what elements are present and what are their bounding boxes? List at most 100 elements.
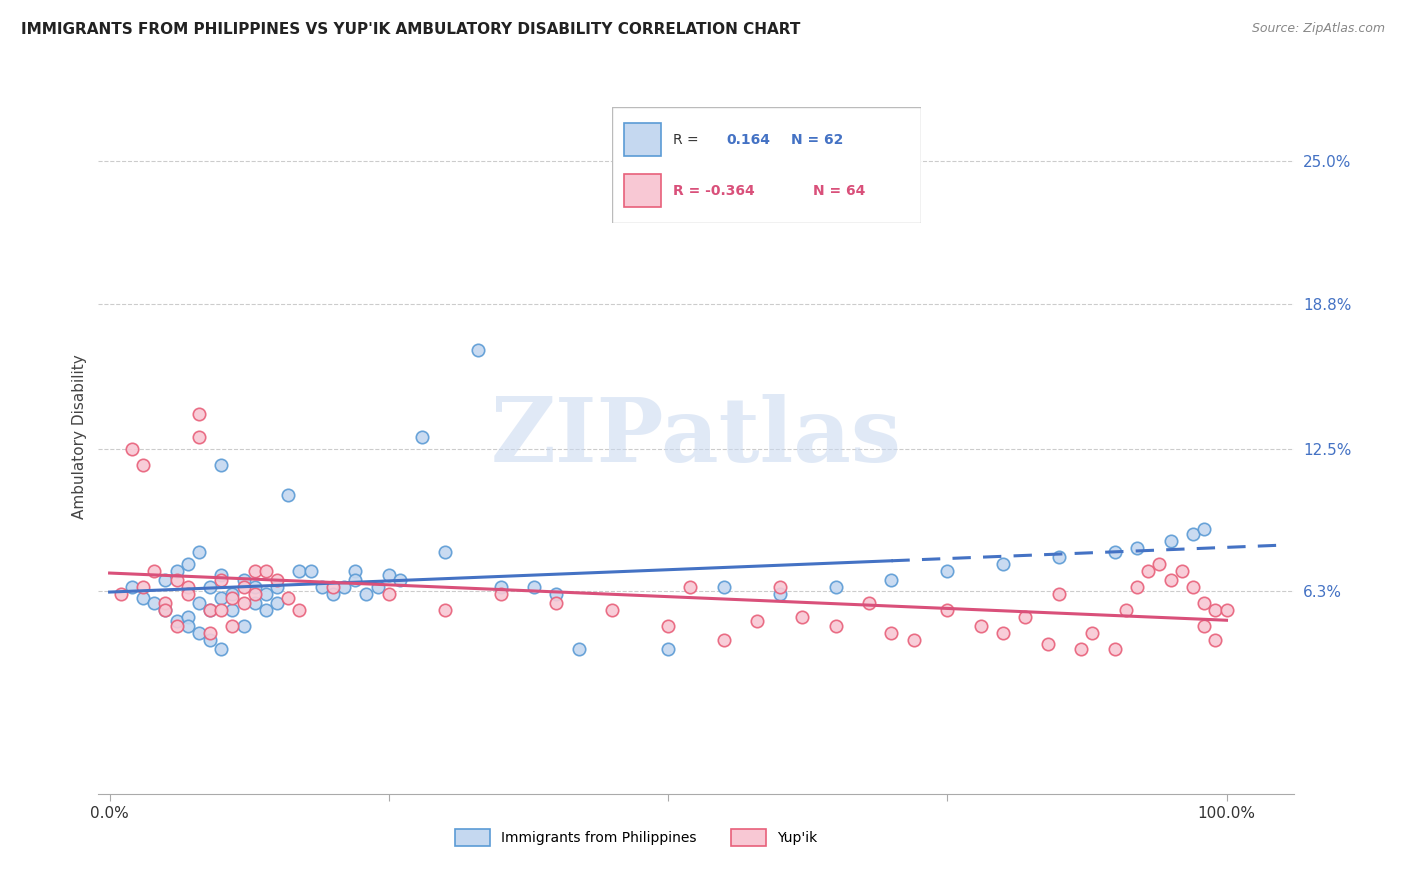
Y-axis label: Ambulatory Disability: Ambulatory Disability [72, 355, 87, 519]
Point [221, 591, 243, 606]
Point [322, 580, 344, 594]
Text: ZIPatlas: ZIPatlas [491, 393, 901, 481]
Point [221, 603, 243, 617]
Point [232, 573, 254, 587]
Point [657, 619, 679, 633]
Point [903, 632, 925, 647]
Point [546, 596, 568, 610]
Point [266, 596, 288, 610]
Text: IMMIGRANTS FROM PHILIPPINES VS YUP'IK AMBULATORY DISABILITY CORRELATION CHART: IMMIGRANTS FROM PHILIPPINES VS YUP'IK AM… [21, 22, 800, 37]
Point [232, 596, 254, 610]
Point [143, 596, 166, 610]
Point [187, 430, 209, 444]
Point [288, 603, 311, 617]
Point [177, 619, 200, 633]
Point [333, 580, 356, 594]
Point [1192, 596, 1215, 610]
Point [299, 564, 322, 578]
Point [489, 580, 512, 594]
Point [1137, 564, 1160, 578]
Point [266, 573, 288, 587]
Point [568, 641, 591, 656]
Point [970, 619, 993, 633]
Point [1104, 641, 1126, 656]
Point [1204, 603, 1226, 617]
Point [209, 591, 232, 606]
Point [209, 568, 232, 582]
Point [991, 625, 1014, 640]
Point [198, 625, 221, 640]
Point [232, 580, 254, 594]
Point [1047, 586, 1070, 600]
Point [187, 407, 209, 421]
Point [679, 580, 702, 594]
Point [991, 557, 1014, 571]
Point [790, 609, 813, 624]
Point [713, 632, 735, 647]
Point [254, 564, 277, 578]
Point [155, 573, 177, 587]
Point [1126, 580, 1149, 594]
Point [936, 603, 959, 617]
Point [1192, 619, 1215, 633]
Point [344, 573, 367, 587]
Point [322, 586, 344, 600]
Point [311, 580, 333, 594]
Point [121, 580, 143, 594]
FancyBboxPatch shape [624, 174, 661, 207]
Point [1126, 541, 1149, 555]
Point [198, 632, 221, 647]
Point [221, 586, 243, 600]
Point [600, 603, 623, 617]
Point [198, 603, 221, 617]
Point [1160, 533, 1182, 548]
Point [177, 586, 200, 600]
Point [166, 573, 188, 587]
Point [356, 586, 378, 600]
Point [1182, 580, 1205, 594]
Point [155, 596, 177, 610]
Point [1036, 637, 1059, 651]
Point [187, 596, 209, 610]
Point [132, 591, 155, 606]
Text: R =: R = [673, 133, 703, 146]
FancyBboxPatch shape [624, 123, 661, 156]
Point [198, 603, 221, 617]
Point [1215, 603, 1237, 617]
Point [1149, 557, 1171, 571]
Point [1081, 625, 1104, 640]
Point [243, 586, 266, 600]
Point [769, 586, 792, 600]
Point [880, 625, 903, 640]
Point [824, 580, 846, 594]
Text: Source: ZipAtlas.com: Source: ZipAtlas.com [1251, 22, 1385, 36]
Point [177, 580, 200, 594]
Point [288, 564, 311, 578]
Point [936, 564, 959, 578]
Legend: Immigrants from Philippines, Yup'ik: Immigrants from Philippines, Yup'ik [450, 823, 823, 851]
Point [177, 557, 200, 571]
Text: N = 64: N = 64 [813, 184, 865, 197]
Point [433, 545, 456, 559]
Point [209, 641, 232, 656]
Point [110, 586, 132, 600]
Point [1160, 573, 1182, 587]
Point [121, 442, 143, 456]
Point [489, 586, 512, 600]
Point [166, 564, 188, 578]
Point [378, 586, 401, 600]
Point [254, 586, 277, 600]
Point [243, 564, 266, 578]
Point [546, 586, 568, 600]
Point [1171, 564, 1194, 578]
Point [232, 619, 254, 633]
Point [198, 580, 221, 594]
Point [166, 614, 188, 628]
Point [209, 603, 232, 617]
Point [177, 609, 200, 624]
Point [657, 641, 679, 656]
Text: R = -0.364: R = -0.364 [673, 184, 755, 197]
Point [411, 430, 433, 444]
Point [344, 564, 367, 578]
Point [243, 580, 266, 594]
